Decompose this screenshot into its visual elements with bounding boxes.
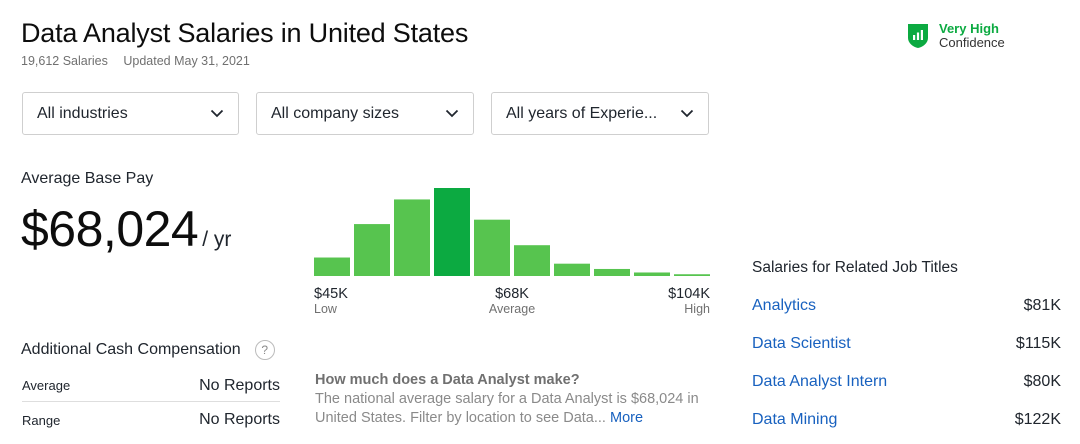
related-title-row[interactable]: Data Scientist $115K (752, 332, 1061, 356)
average-base-pay-label: Average Base Pay (21, 170, 154, 187)
company-size-filter-label: All company sizes (271, 104, 400, 122)
histogram-low: $45K Low (314, 286, 348, 316)
faq-more-link[interactable]: More (609, 410, 644, 426)
salary-count: 19,612 Salaries (21, 54, 108, 68)
company-size-filter-dropdown[interactable]: All company sizes (256, 92, 474, 135)
cash-range-value: No Reports (199, 411, 280, 428)
pay-unit: / yr (202, 228, 232, 251)
confidence-indicator: Very High Confidence (907, 22, 1005, 50)
related-title-row[interactable]: Data Analyst Intern $80K (752, 370, 1061, 394)
chevron-down-icon (680, 109, 694, 118)
related-title-link[interactable]: Data Scientist (752, 335, 851, 352)
shield-bars-icon (908, 24, 928, 48)
histogram-bar (314, 257, 350, 276)
histogram-bar (474, 219, 510, 276)
histogram-average-value: $68K (495, 286, 529, 302)
histogram-average: $68K Average (489, 286, 535, 316)
histogram-bar (554, 263, 590, 276)
related-title-pay: $115K (1015, 335, 1061, 352)
histogram-bar (514, 245, 550, 276)
industry-filter-dropdown[interactable]: All industries (22, 92, 239, 135)
related-title-link[interactable]: Data Mining (752, 411, 838, 428)
faq-answer-block: The national average salary for a Data A… (315, 390, 715, 428)
histogram-bar (674, 274, 710, 276)
chevron-down-icon (210, 109, 224, 118)
chevron-down-icon (445, 109, 459, 118)
confidence-label: Confidence (939, 35, 1005, 50)
histogram-high-value: $104K (668, 286, 710, 302)
histogram-bar (594, 268, 630, 276)
related-title-row[interactable]: Analytics $81K (752, 294, 1061, 318)
histogram-axis: $45K Low $68K Average $104K High (314, 286, 710, 318)
salary-meta: 19,612 Salaries Updated May 31, 2021 (21, 54, 250, 68)
cash-range-label: Range (22, 412, 61, 428)
related-title-link[interactable]: Data Analyst Intern (752, 373, 888, 390)
average-base-pay-value: $68,024/ yr (21, 200, 231, 258)
cash-average-row: Average No Reports (22, 370, 280, 402)
experience-filter-label: All years of Experie... (506, 104, 658, 122)
related-title-row[interactable]: Data Mining $122K (752, 408, 1061, 432)
confidence-level: Very High (939, 21, 999, 36)
histogram-low-value: $45K (314, 286, 348, 302)
industry-filter-label: All industries (37, 104, 128, 122)
related-title-pay: $80K (1023, 373, 1061, 390)
related-title-pay: $81K (1023, 297, 1061, 314)
related-title-pay: $122K (1014, 411, 1061, 428)
salary-histogram (314, 188, 710, 276)
histogram-bar (394, 199, 430, 276)
salary-faq: How much does a Data Analyst make? The n… (315, 372, 715, 428)
cash-average-label: Average (22, 378, 71, 393)
additional-cash-title: Additional Cash Compensation ? (21, 340, 275, 360)
cash-range-row: Range No Reports (22, 404, 280, 436)
histogram-high: $104K High (668, 286, 710, 316)
experience-filter-dropdown[interactable]: All years of Experie... (491, 92, 709, 135)
histogram-bar-average (434, 188, 470, 276)
histogram-low-label: Low (314, 302, 337, 316)
histogram-bar (354, 224, 390, 276)
histogram-bar (634, 272, 670, 276)
histogram-average-label: Average (488, 302, 536, 316)
help-icon[interactable]: ? (254, 340, 275, 360)
average-base-pay-amount: $68,024 (21, 201, 199, 257)
cash-average-value: No Reports (199, 376, 280, 394)
related-title-link[interactable]: Analytics (752, 297, 817, 314)
related-titles-heading: Salaries for Related Job Titles (752, 259, 958, 276)
histogram-high-label: High (684, 302, 710, 316)
page-title: Data Analyst Salaries in United States (21, 18, 469, 48)
updated-date: Updated May 31, 2021 (123, 54, 250, 68)
additional-cash-title-text: Additional Cash Compensation (21, 341, 241, 358)
faq-question: How much does a Data Analyst make? (315, 372, 580, 388)
faq-answer: The national average salary for a Data A… (315, 391, 699, 426)
